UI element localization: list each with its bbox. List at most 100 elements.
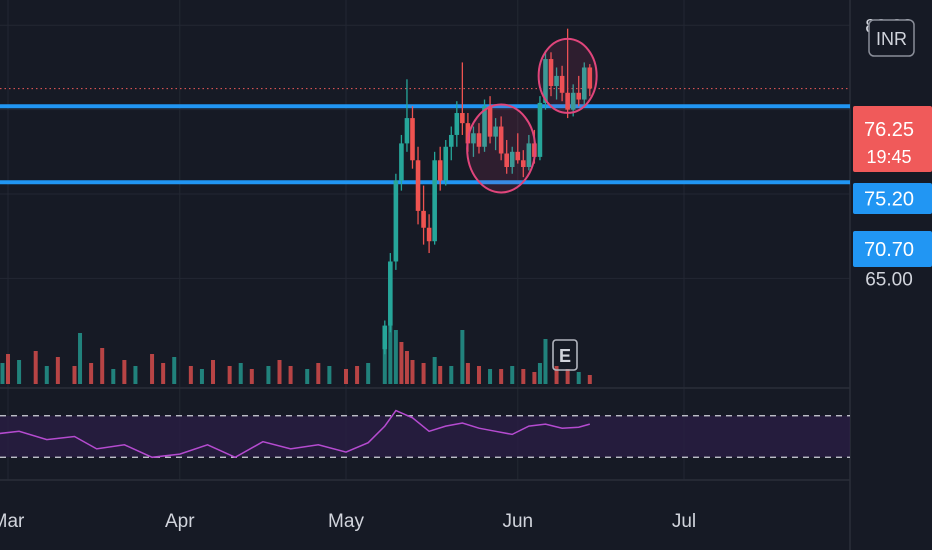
candle-body (487, 106, 493, 137)
candle-body (554, 75, 559, 87)
volume-bar (382, 348, 387, 384)
candle-body (454, 113, 460, 135)
volume-bar (532, 372, 537, 384)
volume-bar (399, 342, 404, 384)
volume-bar (344, 369, 348, 384)
candle-body (537, 102, 543, 157)
time-tick-label: Jun (502, 511, 533, 532)
volume-series (0, 324, 592, 384)
volume-bar (6, 354, 10, 384)
level-tag (853, 231, 932, 267)
volume-bar (510, 366, 515, 384)
volume-bar (89, 363, 94, 384)
volume-bar (565, 369, 570, 384)
candle-body (509, 151, 515, 168)
candle-body (460, 113, 465, 124)
volume-bar (0, 363, 5, 384)
highlight-circles (466, 37, 598, 194)
volume-bar (161, 363, 166, 384)
candle-body (393, 180, 399, 262)
price-tick-label: 65.00 (865, 269, 913, 290)
current-price-label: 76.25 (864, 119, 914, 141)
time-tick-label: May (328, 511, 364, 532)
volume-bar (554, 366, 559, 384)
volume-bar (388, 324, 393, 384)
volume-bar (421, 363, 426, 384)
candle-body (432, 160, 437, 242)
candle-body (482, 106, 487, 147)
volume-bar (465, 363, 470, 384)
volume-bar (227, 366, 232, 384)
candle-body (404, 118, 410, 144)
candle-body (471, 133, 476, 144)
volume-bar (537, 363, 542, 384)
candle-body (437, 160, 443, 181)
candle-body (543, 59, 548, 103)
volume-bar (410, 360, 415, 384)
volume-bar (133, 366, 138, 384)
candle-body (415, 160, 421, 211)
volume-bar (327, 366, 332, 384)
candle-body (587, 67, 593, 89)
candle-body (388, 261, 393, 326)
volume-bar (111, 369, 116, 384)
volume-bar (316, 363, 321, 384)
volume-bar (476, 366, 481, 384)
volume-bar (432, 357, 437, 384)
volume-bar (33, 351, 38, 384)
volume-bar (122, 360, 127, 384)
volume-bar (55, 357, 60, 384)
volume-bar (543, 339, 548, 384)
volume-bar (449, 366, 454, 384)
candle-body (576, 92, 582, 100)
volume-bar (576, 372, 581, 384)
candle-body (548, 59, 554, 87)
horizontal-levels (0, 88, 850, 185)
level-tag (853, 183, 932, 214)
candle-body (526, 143, 532, 168)
time-tick-label: Apr (165, 511, 195, 532)
volume-bar (277, 360, 282, 384)
candle-body (476, 133, 482, 147)
volume-bar (404, 351, 409, 384)
candle-body (570, 92, 576, 110)
candle-body (443, 146, 449, 181)
volume-bar (266, 366, 271, 384)
volume-bar (305, 369, 310, 384)
volume-bar (499, 369, 504, 384)
rsi-line (0, 409, 591, 459)
candle-body (559, 75, 565, 93)
volume-bar (393, 330, 398, 384)
earnings-marker[interactable]: E (552, 339, 578, 371)
volume-bar (211, 360, 216, 384)
candlestick-series (382, 28, 593, 355)
volume-bar (521, 369, 526, 384)
grid (0, 0, 851, 550)
highlight-circle (466, 103, 537, 194)
candle-body (465, 123, 471, 144)
candle-body (515, 151, 521, 161)
volume-bar (288, 366, 293, 384)
candle-body (399, 143, 404, 181)
volume-bar (78, 333, 83, 384)
candle-body (448, 134, 454, 147)
volume-bar (249, 369, 254, 384)
volume-bar (366, 363, 371, 384)
candle-body (504, 153, 509, 168)
volume-bar (17, 360, 22, 384)
currency-button[interactable]: INR (868, 19, 915, 57)
volume-bar (44, 366, 49, 384)
rsi-band (0, 415, 850, 458)
highlight-circle (537, 37, 598, 114)
candle-body (521, 160, 526, 168)
level-label: 75.20 (864, 189, 914, 211)
time-tick-label: Mar (0, 511, 25, 532)
volume-bar (199, 369, 204, 384)
time-tick-label: Jul (672, 511, 696, 532)
rsi-pane (0, 409, 850, 459)
currency-label: INR (876, 29, 907, 49)
volume-bar (100, 348, 105, 384)
candle-body (426, 227, 432, 242)
